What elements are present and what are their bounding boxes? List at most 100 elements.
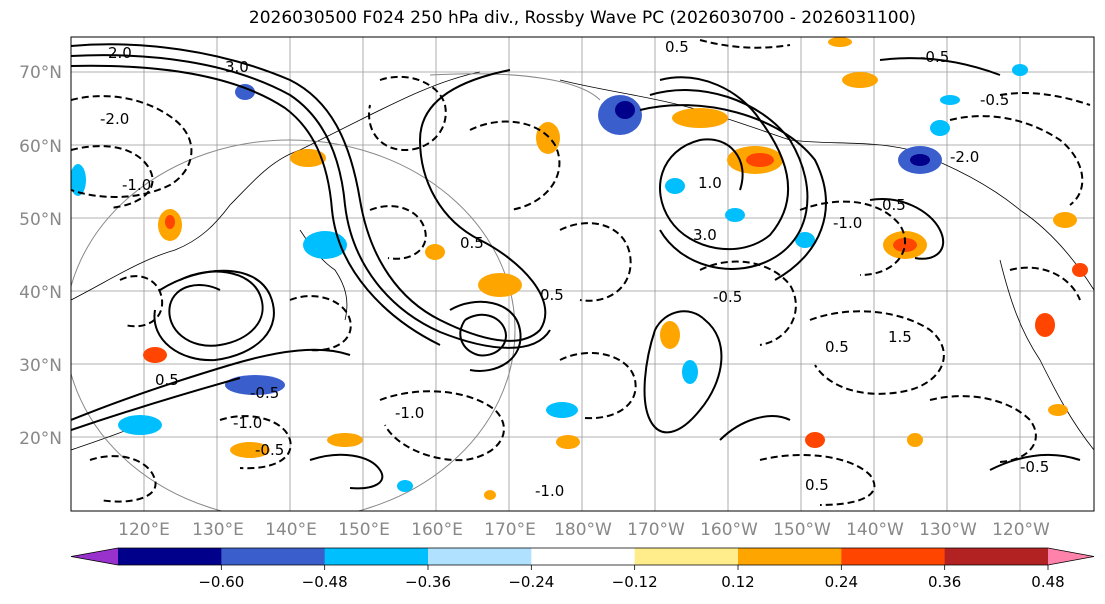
contour-label: -2.0 <box>950 148 979 166</box>
shade-pos <box>425 244 445 260</box>
colorbar-outline <box>70 547 1095 566</box>
colorbar: −0.60 −0.48 −0.36 −0.24 −0.12 0.12 0.24 0.36 0.4… <box>70 547 1095 591</box>
contour-line <box>379 390 505 462</box>
contour-line <box>459 313 507 357</box>
contour-line <box>559 352 637 420</box>
shade-neg-strong <box>615 101 635 119</box>
colorbar-extend-max <box>1048 548 1094 565</box>
shade-neg <box>940 95 960 105</box>
colorbar-segment <box>738 548 842 565</box>
contour-line <box>368 75 447 152</box>
contour-line <box>153 269 275 362</box>
colorbar-tick-label: 0.36 <box>928 573 961 591</box>
contour-line <box>559 222 632 302</box>
colorbar-extend-min <box>71 548 118 565</box>
lat-label-50n: 50°N <box>19 210 62 230</box>
shade-neg-strong <box>910 154 930 166</box>
colorbar-segment <box>634 548 739 565</box>
contour-label: 0.5 <box>540 286 564 304</box>
contour-label: 0.5 <box>155 371 179 389</box>
contour-line <box>168 270 264 347</box>
contour-label: 3.0 <box>225 58 249 76</box>
lon-label: 160°W <box>700 520 758 540</box>
contour-line <box>71 145 154 209</box>
dashed-contours <box>71 39 1091 506</box>
shade-pos <box>478 273 522 297</box>
lon-label: 120°W <box>992 520 1050 540</box>
contour-label: -2.0 <box>100 110 129 128</box>
contour-line <box>71 43 547 342</box>
lat-label-40n: 40°N <box>19 283 62 303</box>
reference-arc-north <box>429 73 601 101</box>
colorbar-tick-label: −0.24 <box>508 573 554 591</box>
colorbar-segment <box>324 548 429 565</box>
longitude-labels: 120°E 130°E 140°E 150°E 160°E 170°E 180°… <box>118 520 1050 540</box>
shade-pos-strong <box>143 347 167 363</box>
lon-label: 170°W <box>627 520 685 540</box>
contour-line <box>759 454 876 506</box>
shade-neg <box>303 231 347 259</box>
shade-neg <box>682 360 698 384</box>
lat-label-60n: 60°N <box>19 137 62 157</box>
colorbar-tick-label: −0.12 <box>612 573 658 591</box>
contour-label: 2.0 <box>108 44 132 62</box>
shade-pos-strong <box>746 153 774 167</box>
lon-label: 150°E <box>338 520 390 540</box>
coast-asia <box>71 71 481 301</box>
shade-pos-strong <box>165 215 175 229</box>
shade-pos <box>1053 212 1077 228</box>
contour-label: 0.5 <box>882 196 906 214</box>
figure-title: 2026030500 F024 250 hPa div., Rossby Wav… <box>248 8 917 28</box>
shade-neg <box>397 480 413 492</box>
contour-line <box>469 120 561 211</box>
latitude-labels: 70°N 60°N 50°N 40°N 30°N 20°N <box>19 63 62 449</box>
contour-line <box>309 453 384 490</box>
shade-pos-strong <box>1072 263 1088 277</box>
colorbar-tick-label: −0.36 <box>405 573 451 591</box>
coast-alaska <box>559 79 1094 291</box>
contour-line <box>369 205 427 260</box>
colorbar-tick-label: 0.48 <box>1031 573 1064 591</box>
coast-namerica <box>999 259 1094 451</box>
colorbar-segment <box>841 548 946 565</box>
contour-label: -1.0 <box>122 176 151 194</box>
contour-line <box>949 115 1084 206</box>
contour-label: -1.0 <box>395 404 424 422</box>
colorbar-segment <box>531 548 636 565</box>
colorbar-tick-label: −0.48 <box>302 573 348 591</box>
contour-line <box>719 415 791 441</box>
shade-neg <box>795 232 815 248</box>
lat-label-70n: 70°N <box>19 63 62 83</box>
contour-label: 0.5 <box>665 38 689 56</box>
contour-line <box>799 200 906 276</box>
graticule <box>71 37 1094 511</box>
divergence-shading <box>71 37 1088 500</box>
contour-line <box>929 395 1037 463</box>
contour-line <box>699 260 797 346</box>
reference-circles <box>71 73 601 511</box>
contour-label: -0.5 <box>920 48 949 66</box>
colorbar-segment <box>221 548 326 565</box>
contour-label: -1.0 <box>535 482 564 500</box>
colorbar-tick-label: 0.24 <box>825 573 858 591</box>
lat-label-30n: 30°N <box>19 356 62 376</box>
shade-pos <box>1048 404 1068 416</box>
contour-line <box>219 415 292 470</box>
contour-label: 0.5 <box>805 476 829 494</box>
contour-label: 0.5 <box>460 234 484 252</box>
colorbar-tick-label: 0.12 <box>721 573 754 591</box>
colorbar-segment <box>944 548 1049 565</box>
lon-label: 130°W <box>919 520 977 540</box>
colorbar-segment <box>118 548 222 565</box>
shade-neg <box>235 84 255 100</box>
shade-pos <box>907 433 923 447</box>
shade-pos <box>828 37 852 47</box>
shade-pos <box>230 442 270 458</box>
shade-neg <box>930 120 950 136</box>
contour-label: 1.0 <box>698 174 722 192</box>
contour-line <box>119 275 164 328</box>
contour-line <box>699 39 791 49</box>
contour-label: -0.5 <box>980 91 1009 109</box>
shade-pos-strong <box>805 432 825 448</box>
shade-neg <box>546 402 578 418</box>
